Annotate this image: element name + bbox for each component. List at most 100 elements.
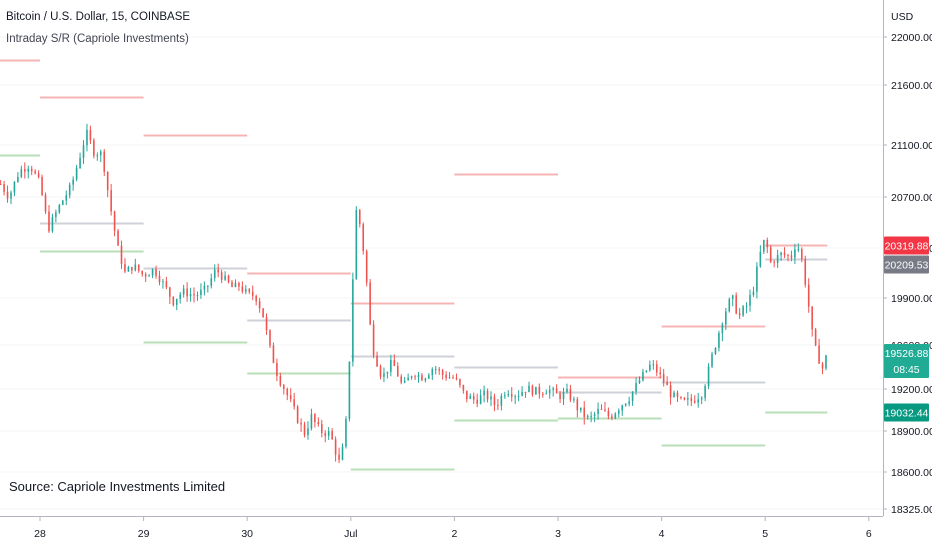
candle-body-88 [303, 424, 306, 436]
candle-body-36 [124, 264, 126, 272]
candle-body-31 [106, 171, 109, 191]
candle-body-234 [807, 284, 810, 307]
candle-body-95 [327, 431, 330, 437]
candle-body-85 [293, 399, 295, 407]
candle-body-127 [438, 369, 441, 371]
candle-body-103 [355, 210, 358, 280]
candle-body-202 [697, 399, 700, 403]
candle-body-142 [490, 396, 492, 400]
candle-body-239 [825, 355, 827, 369]
axes: USD [0, 0, 914, 517]
candle-body-121 [417, 375, 420, 378]
candle-body-176 [607, 410, 610, 417]
candle-body-91 [314, 414, 316, 422]
candle-body-135 [466, 390, 468, 399]
candle-body-196 [676, 392, 679, 397]
candle-body-230 [794, 249, 796, 258]
price-tick-label-8: 18900.00 [891, 426, 932, 438]
candle-body-148 [510, 394, 513, 397]
candle-body-78 [269, 330, 271, 346]
candle-body-211 [728, 299, 731, 312]
candle-body-200 [690, 398, 693, 401]
candle-body-167 [576, 399, 579, 411]
candle-body-149 [514, 396, 516, 398]
candle-body-126 [434, 369, 437, 371]
price-tick-label-1: 21600.00 [891, 80, 932, 92]
candle-body-48 [165, 281, 168, 288]
price-tick-label-2: 21100.00 [891, 140, 932, 152]
candle-body-79 [272, 345, 275, 364]
candle-body-4 [13, 181, 16, 193]
candle-body-105 [362, 224, 365, 251]
candle-body-98 [338, 454, 340, 460]
candlestick-series [0, 123, 827, 464]
candle-body-227 [783, 252, 786, 256]
candle-body-56 [193, 294, 195, 296]
candle-body-132 [455, 377, 458, 380]
candle-body-198 [683, 397, 686, 400]
candle-body-201 [693, 400, 696, 403]
candle-body-236 [814, 329, 817, 346]
candle-body-25 [86, 129, 88, 146]
candle-body-222 [766, 239, 769, 248]
candle-body-168 [579, 407, 582, 411]
candle-body-55 [189, 294, 192, 297]
candle-body-158 [545, 393, 548, 395]
candle-body-39 [134, 264, 137, 271]
price-badge-2 [884, 344, 929, 379]
candle-body-81 [279, 375, 282, 386]
candle-body-199 [687, 398, 689, 400]
candle-body-144 [497, 405, 499, 407]
candle-body-172 [593, 413, 596, 416]
candle-body-131 [452, 377, 454, 379]
candle-body-117 [403, 380, 406, 383]
candle-body-35 [120, 245, 123, 265]
candle-body-89 [307, 428, 309, 436]
candle-body-97 [334, 439, 337, 455]
indicator-title[interactable]: Intraday S/R (Capriole Investments) [6, 33, 189, 45]
candle-body-82 [283, 385, 285, 389]
candle-body-102 [352, 279, 354, 362]
candle-body-145 [500, 395, 503, 406]
candle-body-46 [158, 275, 161, 283]
candle-body-130 [448, 377, 451, 379]
candle-body-113 [390, 359, 392, 372]
candle-body-150 [517, 395, 520, 397]
symbol-title[interactable]: Bitcoin / U.S. Dollar, 15, COINBASE [6, 11, 191, 23]
candle-body-5 [17, 176, 19, 182]
candle-body-70 [241, 286, 244, 292]
candle-body-83 [286, 388, 289, 396]
candle-body-220 [759, 251, 762, 267]
candle-body-188 [649, 364, 651, 371]
candle-body-42 [144, 274, 147, 277]
candle-body-214 [738, 313, 741, 316]
candle-body-107 [369, 282, 371, 325]
candle-body-143 [493, 396, 496, 406]
candle-body-171 [590, 415, 592, 417]
candle-body-229 [790, 255, 793, 258]
candle-body-8 [27, 168, 30, 172]
candle-body-13 [44, 194, 47, 212]
candle-body-66 [227, 275, 230, 283]
candle-body-3 [10, 192, 12, 199]
candle-body-175 [604, 409, 606, 411]
candle-body-26 [89, 129, 92, 141]
candle-body-228 [787, 255, 789, 257]
candle-body-44 [151, 268, 154, 276]
candle-body-92 [317, 421, 320, 425]
candle-body-96 [331, 431, 333, 440]
candle-body-115 [396, 366, 399, 377]
candle-body-68 [234, 282, 237, 288]
time-tick-label-1: 29 [138, 528, 150, 540]
candle-body-14 [48, 211, 50, 232]
candle-body-213 [735, 295, 737, 314]
time-tick-label-0: 28 [34, 528, 46, 540]
candle-body-47 [162, 281, 164, 283]
support-resistance-levels [0, 59, 828, 471]
candle-body-186 [642, 371, 644, 381]
candle-body-99 [341, 446, 344, 460]
candle-body-129 [445, 374, 447, 379]
candle-body-116 [400, 376, 403, 383]
candle-body-204 [704, 385, 706, 398]
